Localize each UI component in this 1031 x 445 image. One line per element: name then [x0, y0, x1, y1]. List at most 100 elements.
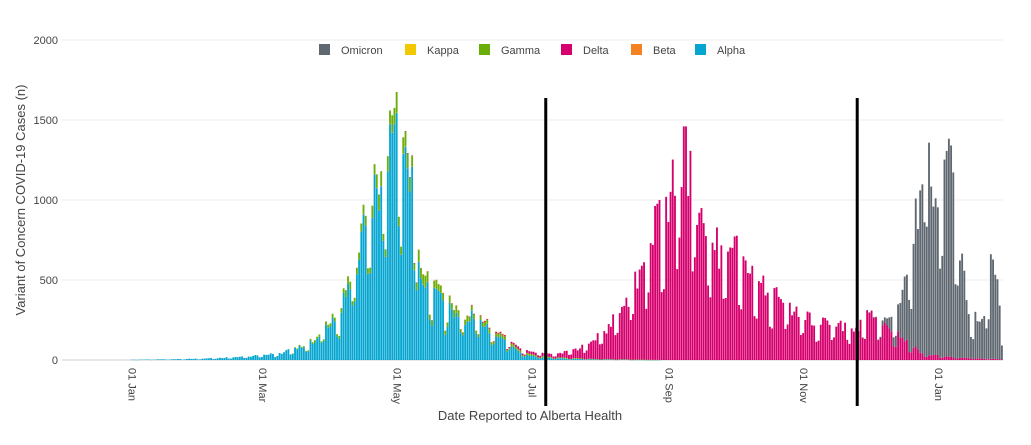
legend-label: Kappa: [427, 45, 460, 57]
bar-segment-alpha: [563, 358, 566, 360]
bar-segment-gamma: [424, 275, 427, 287]
bar-segment-delta: [956, 358, 959, 360]
legend-item-alpha[interactable]: Alpha: [695, 44, 746, 57]
y-axis-title: Variant of Concern COVID-19 Cases (n): [13, 85, 28, 316]
bar-segment-omicron: [941, 255, 944, 358]
bar-segment-alpha: [249, 356, 252, 360]
bar-segment-delta: [952, 357, 955, 360]
bar-segment-alpha: [484, 326, 486, 360]
bar-segment-delta: [762, 275, 765, 360]
bar-segment-delta: [932, 354, 935, 360]
bar-segment-delta: [992, 358, 994, 360]
bar-segment-alpha: [157, 359, 160, 360]
bar-segment-alpha: [568, 359, 570, 360]
bar-segment-delta: [905, 339, 908, 360]
y-tick-label: 500: [40, 275, 58, 287]
y-axis-ticks: 0 500 1000 1500 2000: [34, 35, 58, 367]
bar-segment-delta: [901, 337, 904, 360]
bar-segment-delta: [667, 221, 670, 360]
bar-segment-delta: [919, 352, 922, 360]
bar-segment-alpha: [230, 358, 232, 360]
bar-segment-delta: [791, 315, 793, 360]
bar-segment-delta: [548, 353, 550, 357]
bar-segment-delta: [850, 328, 853, 360]
bar-segment-delta: [576, 350, 579, 359]
gridlines: [62, 39, 1003, 361]
bar-segment-gamma: [428, 314, 431, 320]
bar-segment-alpha: [397, 225, 400, 360]
x-axis-title: Date Reported to Alberta Health: [438, 408, 622, 423]
bar-segment-omicron: [1000, 345, 1003, 360]
bar-segment-gamma: [488, 328, 491, 333]
bar-segment-alpha: [556, 358, 559, 360]
bar-segment-alpha: [263, 354, 266, 360]
bar-segment-gamma: [486, 320, 489, 324]
bar-segment-delta: [881, 325, 884, 360]
legend-item-omicron[interactable]: Omicron: [319, 44, 383, 57]
bar-segment-alpha: [422, 284, 425, 360]
bar-segment-alpha: [159, 359, 162, 360]
bar-segment-delta: [994, 358, 997, 360]
bar-segment-alpha: [313, 342, 316, 360]
bar-segment-alpha: [402, 154, 405, 360]
bar-segment-delta: [757, 281, 760, 360]
bar-segment-alpha: [537, 358, 539, 360]
bar-segment-delta: [810, 325, 813, 360]
bar-segment-omicron: [932, 206, 935, 355]
legend-item-beta[interactable]: Beta: [631, 44, 677, 57]
bar-segment-delta: [804, 319, 807, 360]
bar-segment-delta: [629, 319, 632, 360]
bar-segment-delta: [773, 288, 776, 360]
bar-segment-alpha: [404, 146, 407, 360]
bar-segment-delta: [473, 313, 475, 315]
bar-segment-alpha: [519, 352, 522, 360]
legend-item-kappa[interactable]: Kappa: [405, 44, 460, 57]
bar-segment-delta: [799, 334, 802, 360]
bar-segment-gamma: [391, 115, 394, 133]
bar-segment-delta: [632, 313, 634, 360]
bar-segment-alpha: [327, 327, 330, 360]
bar-segment-alpha: [510, 346, 513, 360]
bar-segment-delta: [517, 346, 520, 349]
bar-segment-alpha: [161, 359, 164, 360]
bar-segment-alpha: [391, 132, 394, 360]
legend-item-gamma[interactable]: Gamma: [479, 44, 541, 57]
bar-segment-gamma: [510, 343, 513, 347]
bar-segment-gamma: [294, 347, 296, 348]
bar-segment-delta: [928, 355, 930, 360]
bar-segment-gamma: [404, 131, 407, 147]
bar-segment-alpha: [554, 358, 557, 360]
bar-segment-alpha: [260, 356, 263, 360]
bar-segment-gamma: [389, 110, 391, 124]
bar-segment-delta: [735, 235, 738, 360]
bar-segment-alpha: [252, 355, 255, 360]
legend-item-delta[interactable]: Delta: [561, 44, 610, 57]
bar-segment-delta: [590, 341, 592, 359]
bar-segment-gamma: [515, 346, 517, 349]
bar-segment-gamma: [333, 317, 336, 322]
bar-segment-delta: [528, 351, 531, 354]
bar-segment-delta: [716, 227, 718, 360]
bar-segment-gamma: [481, 322, 484, 327]
bar-segment-omicron: [998, 305, 1001, 360]
bar-segment-gamma: [382, 233, 385, 241]
bar-segment-gamma: [433, 280, 436, 288]
bar-segment-delta: [912, 347, 915, 360]
bar-segment-gamma: [402, 137, 405, 154]
bar-segment-delta: [934, 355, 937, 360]
bar-segment-gamma: [563, 357, 566, 359]
bar-segment-gamma: [519, 350, 522, 353]
bar-segment-gamma: [537, 357, 539, 359]
bar-segment-omicron: [972, 339, 975, 360]
bar-segment-alpha: [349, 289, 352, 360]
bar-segment-delta: [539, 355, 542, 358]
bar-segment-delta: [866, 310, 869, 360]
bar-segment-gamma: [316, 336, 319, 339]
bar-segment-delta: [833, 337, 835, 360]
bar-segment-delta: [565, 350, 568, 358]
bar-segment-gamma: [305, 350, 308, 352]
legend-label: Beta: [653, 45, 677, 57]
bar-segment-gamma: [386, 156, 389, 171]
bar-segment-delta: [612, 314, 615, 360]
bar-segment-gamma: [384, 249, 387, 257]
